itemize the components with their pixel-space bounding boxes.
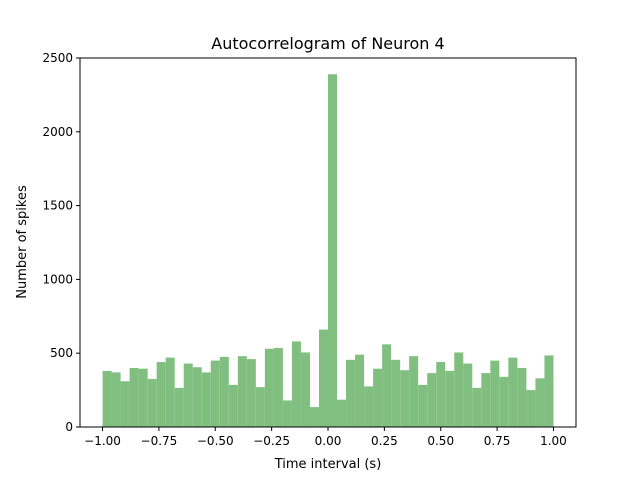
histogram-bar <box>255 387 265 427</box>
histogram-bar <box>382 344 392 427</box>
histogram-bar <box>201 372 211 427</box>
histogram-bar <box>237 356 247 427</box>
y-tick-label: 2000 <box>42 125 73 139</box>
histogram-bar <box>445 370 455 427</box>
histogram-bar <box>355 354 365 427</box>
histogram-bar <box>364 386 374 427</box>
histogram-bar <box>463 363 473 427</box>
histogram-bar <box>291 341 301 427</box>
y-tick-label: 2500 <box>42 51 73 65</box>
y-axis-label: Number of spikes <box>15 185 30 299</box>
x-tick-label: −0.50 <box>197 434 234 448</box>
x-axis-ticks: −1.00 −0.75 −0.50 −0.25 0.00 0.25 0.50 0.75 1.00 <box>84 427 567 448</box>
x-tick-label: 0.50 <box>427 434 454 448</box>
x-tick-label: −0.75 <box>141 434 178 448</box>
histogram-bar <box>246 359 256 427</box>
histogram-bar <box>210 360 220 427</box>
histogram-bar <box>499 376 509 427</box>
histogram-bar <box>183 363 193 427</box>
histogram-bar <box>328 74 338 428</box>
histogram-bar <box>138 368 148 427</box>
x-tick-label: 0.25 <box>371 434 398 448</box>
histogram-bar <box>120 381 130 427</box>
histogram-bar <box>427 373 437 427</box>
x-tick-label: 0.75 <box>484 434 511 448</box>
histogram-bar <box>346 359 356 427</box>
histogram-bar <box>526 390 536 427</box>
histogram-bar <box>535 378 545 427</box>
histogram-bar <box>544 355 554 427</box>
histogram-bar <box>481 373 491 427</box>
y-tick-label: 1000 <box>42 272 73 286</box>
histogram-bar <box>282 400 292 427</box>
x-tick-label: −0.25 <box>253 434 290 448</box>
histogram-bar <box>129 367 139 427</box>
x-axis-label: Time interval (s) <box>274 457 382 472</box>
y-tick-label: 500 <box>50 346 73 360</box>
histogram-bar <box>373 368 383 427</box>
histogram-bar <box>300 352 310 427</box>
histogram-bar <box>454 352 464 427</box>
histogram-bar <box>174 387 184 427</box>
histogram-bar <box>472 387 482 427</box>
y-tick-label: 1500 <box>42 199 73 213</box>
histogram-bar <box>418 384 428 427</box>
x-tick-label: −1.00 <box>84 434 121 448</box>
x-tick-label: 0.00 <box>315 434 342 448</box>
histogram-bar <box>156 362 166 427</box>
y-tick-label: 0 <box>65 420 73 434</box>
histogram-bar <box>508 357 518 427</box>
histogram-bar <box>517 367 527 427</box>
histogram-bar <box>192 367 202 427</box>
histogram-bar <box>219 356 229 427</box>
histogram-bar <box>436 362 446 427</box>
histogram-bar <box>409 356 419 427</box>
histogram-bar <box>318 329 328 427</box>
histogram-bar <box>490 360 500 427</box>
bars-group <box>102 74 554 428</box>
histogram-bar <box>400 370 410 427</box>
histogram-bar <box>102 370 112 427</box>
histogram-bar <box>337 399 347 427</box>
histogram-bar <box>309 407 319 427</box>
histogram-bar <box>264 348 274 427</box>
histogram-bar <box>273 348 283 427</box>
histogram-bar <box>228 384 238 427</box>
x-tick-label: 1.00 <box>540 434 567 448</box>
y-axis-ticks: 0 500 1000 1500 2000 2500 <box>42 51 80 434</box>
histogram-bar <box>147 379 157 427</box>
chart-title: Autocorrelogram of Neuron 4 <box>211 34 444 53</box>
histogram-bar <box>165 357 175 427</box>
histogram-bar <box>391 359 401 427</box>
histogram-bar <box>111 372 121 427</box>
